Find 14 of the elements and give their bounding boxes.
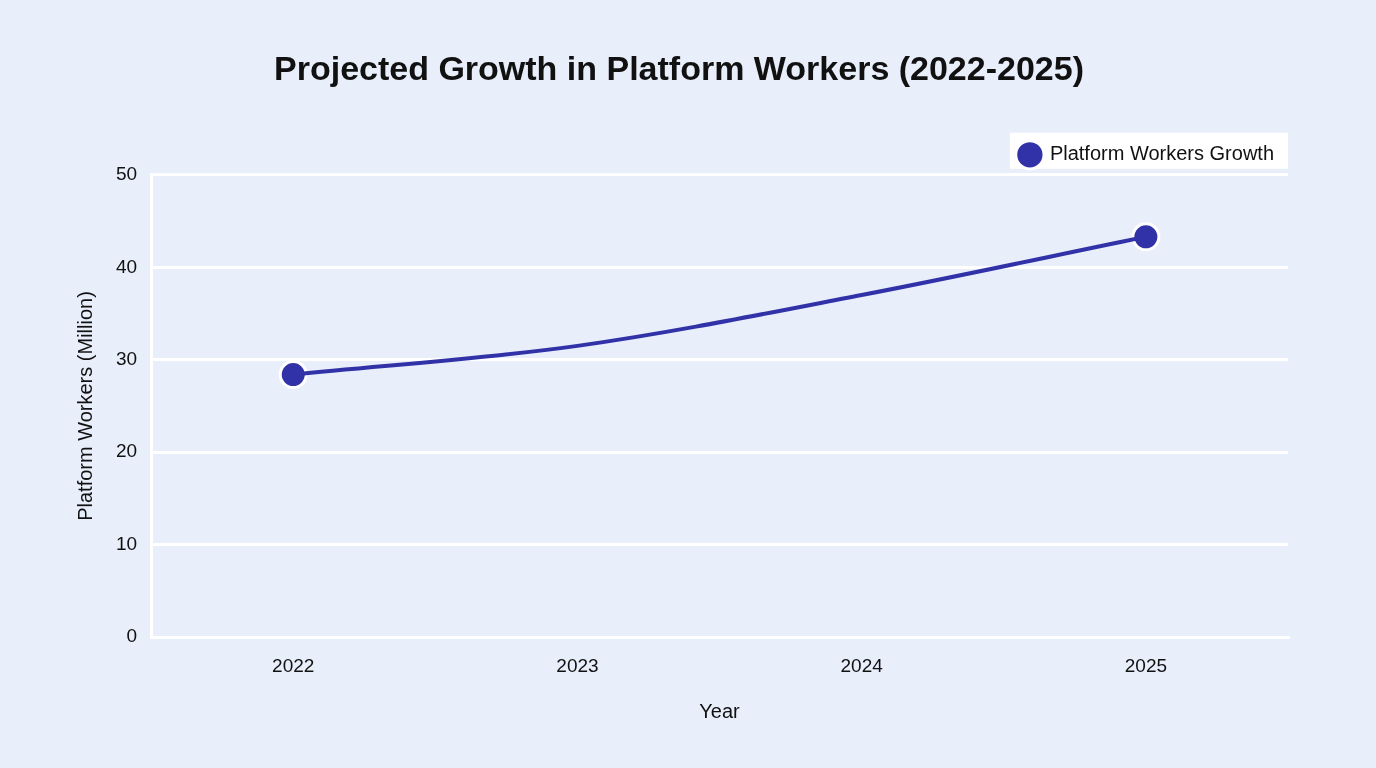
- x-tick-label: 2024: [840, 654, 884, 676]
- y-axis-title: Platform Workers (Million): [73, 291, 96, 521]
- y-tick-label: 40: [115, 255, 138, 277]
- chart-title: Projected Growth in Platform Workers (2022-2025): [274, 48, 1084, 87]
- y-tick-label: 10: [115, 532, 138, 554]
- x-tick-label: 2023: [556, 654, 599, 676]
- y-tick-label: 0: [126, 625, 138, 647]
- x-tick-label: 2025: [1124, 654, 1168, 676]
- y-tick-label: 30: [115, 347, 138, 369]
- x-tick-label: 2022: [272, 654, 315, 676]
- y-tick-label: 20: [115, 440, 138, 462]
- x-axis-title: Year: [699, 699, 741, 722]
- y-tick-label: 50: [115, 163, 138, 185]
- legend-label: Platform Workers Growth: [1049, 142, 1274, 165]
